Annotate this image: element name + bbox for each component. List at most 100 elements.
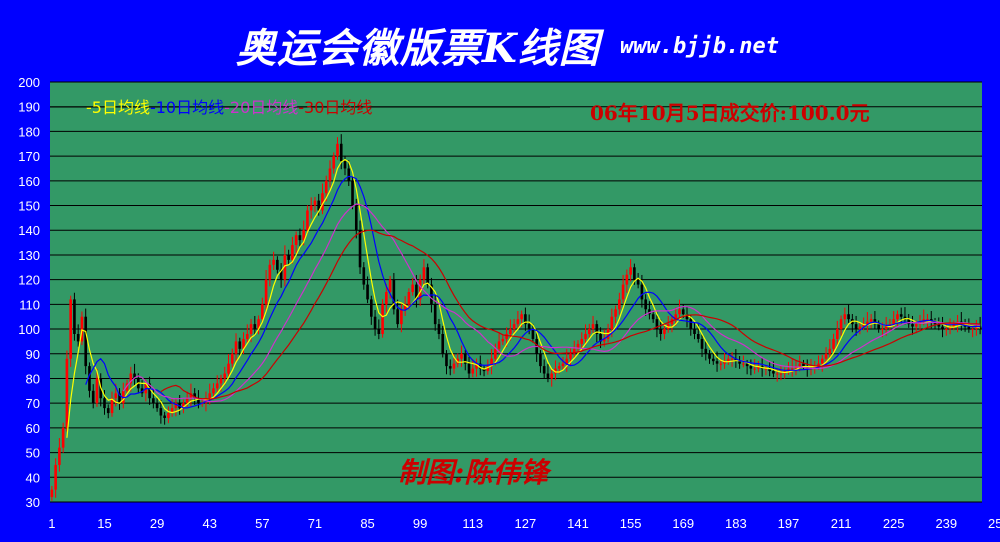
x-tick-label: 43 bbox=[202, 516, 216, 531]
candle bbox=[907, 313, 911, 328]
y-tick-label: 130 bbox=[18, 248, 40, 263]
candle bbox=[663, 323, 666, 340]
candle bbox=[227, 354, 230, 379]
candle bbox=[448, 359, 452, 376]
x-tick-label: 57 bbox=[255, 516, 269, 531]
candle bbox=[550, 368, 554, 387]
candle bbox=[422, 259, 426, 285]
candle bbox=[614, 305, 617, 324]
candle bbox=[385, 283, 388, 313]
candle bbox=[708, 350, 711, 364]
candle bbox=[584, 324, 587, 346]
candle bbox=[948, 318, 952, 335]
candle bbox=[287, 249, 290, 266]
candle bbox=[531, 323, 535, 343]
y-tick-label: 50 bbox=[26, 446, 40, 461]
candle bbox=[437, 318, 441, 340]
candle bbox=[738, 355, 741, 369]
candle bbox=[167, 406, 170, 424]
candle bbox=[129, 366, 133, 392]
candle bbox=[591, 315, 595, 333]
candle bbox=[148, 376, 151, 405]
candle bbox=[884, 316, 888, 336]
candle bbox=[347, 160, 351, 187]
ma30-line bbox=[160, 229, 981, 400]
y-tick-label: 120 bbox=[18, 273, 40, 288]
x-tick-label: 99 bbox=[413, 516, 427, 531]
candle bbox=[832, 333, 835, 353]
candle bbox=[820, 355, 824, 372]
title-bar: 奥运会徽版票K线图 www.bjjb.net bbox=[0, 0, 1000, 74]
candle bbox=[61, 422, 65, 453]
candle bbox=[339, 134, 343, 170]
y-tick-label: 70 bbox=[26, 396, 40, 411]
candle bbox=[400, 304, 403, 333]
y-tick-label: 100 bbox=[18, 322, 40, 337]
legend: -5日均线 -10日均线 -20日均线 -30日均线 bbox=[50, 98, 550, 117]
candle bbox=[512, 318, 516, 335]
x-tick-label: 169 bbox=[672, 516, 694, 531]
candle bbox=[65, 350, 69, 432]
candle bbox=[595, 320, 599, 343]
candle bbox=[678, 299, 681, 320]
candle bbox=[618, 292, 621, 315]
candle bbox=[170, 398, 174, 417]
x-tick-label: 183 bbox=[725, 516, 747, 531]
candle bbox=[576, 340, 580, 353]
candle bbox=[441, 325, 445, 358]
x-axis-ticks: 1 15 29 43 57 71 85 99 113 127 141 155 169 183 197 211 2… bbox=[48, 516, 1000, 531]
candle bbox=[133, 363, 136, 386]
site-url: www.bjjb.net bbox=[620, 34, 779, 59]
x-tick-label: 225 bbox=[883, 516, 905, 531]
candle bbox=[790, 358, 794, 377]
candle bbox=[279, 263, 283, 288]
candle bbox=[407, 288, 411, 310]
x-tick-label: 113 bbox=[462, 516, 483, 531]
candle bbox=[475, 358, 478, 377]
x-tick-label: 253 bbox=[988, 516, 1000, 531]
candle bbox=[230, 348, 234, 368]
candle bbox=[91, 384, 95, 409]
chart-title: 奥运会徽版票K线图 bbox=[236, 25, 600, 72]
candle bbox=[58, 438, 61, 472]
x-tick-label: 155 bbox=[620, 516, 642, 531]
candle bbox=[163, 411, 166, 425]
candle bbox=[215, 375, 219, 393]
candle bbox=[152, 388, 155, 409]
candle bbox=[561, 356, 565, 370]
x-tick-label: 85 bbox=[360, 516, 374, 531]
y-tick-label: 110 bbox=[19, 297, 40, 312]
candle bbox=[839, 315, 843, 336]
candle bbox=[798, 355, 802, 372]
candle bbox=[238, 337, 242, 356]
candle bbox=[88, 362, 91, 398]
y-tick-label: 160 bbox=[18, 174, 40, 189]
candle bbox=[223, 366, 227, 386]
candle bbox=[625, 269, 629, 293]
legend-entry: -20日均线 bbox=[224, 98, 298, 117]
candle bbox=[723, 353, 726, 369]
candle bbox=[813, 360, 817, 374]
candle bbox=[411, 277, 414, 296]
candle bbox=[80, 311, 84, 346]
candle bbox=[396, 299, 399, 328]
candle bbox=[403, 296, 407, 316]
candle bbox=[253, 315, 257, 336]
candle bbox=[482, 364, 486, 377]
candle bbox=[501, 335, 505, 346]
candle bbox=[539, 350, 542, 373]
candle bbox=[313, 196, 317, 213]
candle bbox=[727, 355, 730, 365]
candle bbox=[110, 391, 114, 417]
candle bbox=[862, 317, 865, 331]
candle bbox=[50, 485, 54, 501]
candle bbox=[828, 339, 832, 359]
candle bbox=[700, 333, 704, 357]
candle bbox=[674, 307, 678, 326]
candle bbox=[261, 297, 264, 323]
candle bbox=[125, 379, 129, 395]
candle bbox=[264, 270, 268, 313]
candle bbox=[328, 160, 332, 188]
candle bbox=[835, 320, 839, 348]
